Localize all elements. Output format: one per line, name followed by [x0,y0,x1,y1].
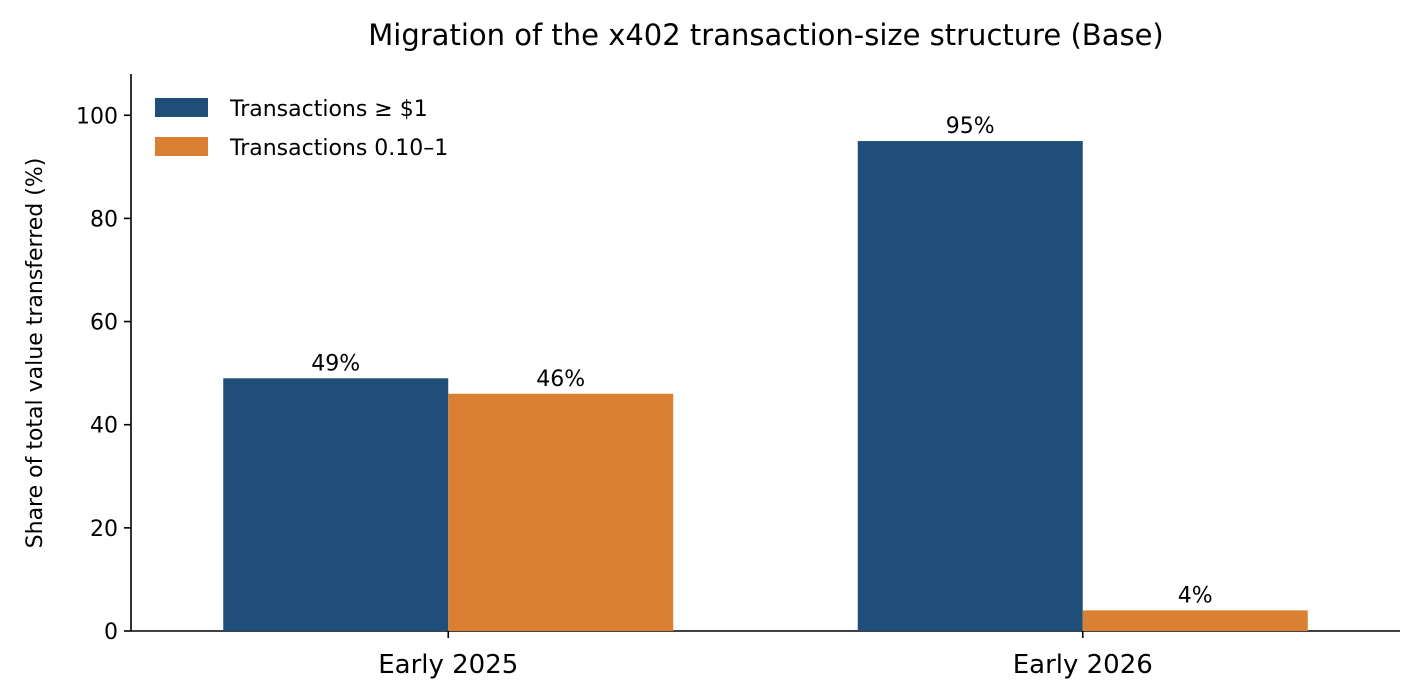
bar-large-1 [857,141,1083,631]
legend-swatch [155,137,208,156]
bar-large-0 [223,378,449,631]
y-tick-label: 40 [90,414,118,439]
legend-label: Transactions 0.10–1 [229,136,448,161]
legend-swatch [155,98,208,117]
y-axis-label: Share of total value transferred (%) [23,158,48,549]
y-tick-label: 100 [76,104,118,129]
data-label: 95% [946,114,995,139]
chart-title: Migration of the x402 transaction-size s… [368,18,1163,52]
x-tick-label: Early 2025 [378,650,518,680]
legend-label: Transactions ≥ $1 [229,97,428,122]
y-tick-label: 60 [90,311,118,336]
y-tick-label: 80 [90,207,118,232]
data-label: 46% [536,367,585,392]
bar-small-0 [448,393,674,631]
plot-area: 0 20 40 60 80 100 Early 2025 49% 46% Early 2026 95… [76,74,1400,680]
data-label: 49% [311,351,360,376]
bar-small-1 [1082,610,1308,631]
data-label: 4% [1178,583,1213,608]
x-tick-label: Early 2026 [1013,650,1153,680]
y-tick-label: 20 [90,517,118,542]
y-tick-label: 0 [104,620,118,645]
legend: Transactions ≥ $1 Transactions 0.10–1 [155,97,448,161]
